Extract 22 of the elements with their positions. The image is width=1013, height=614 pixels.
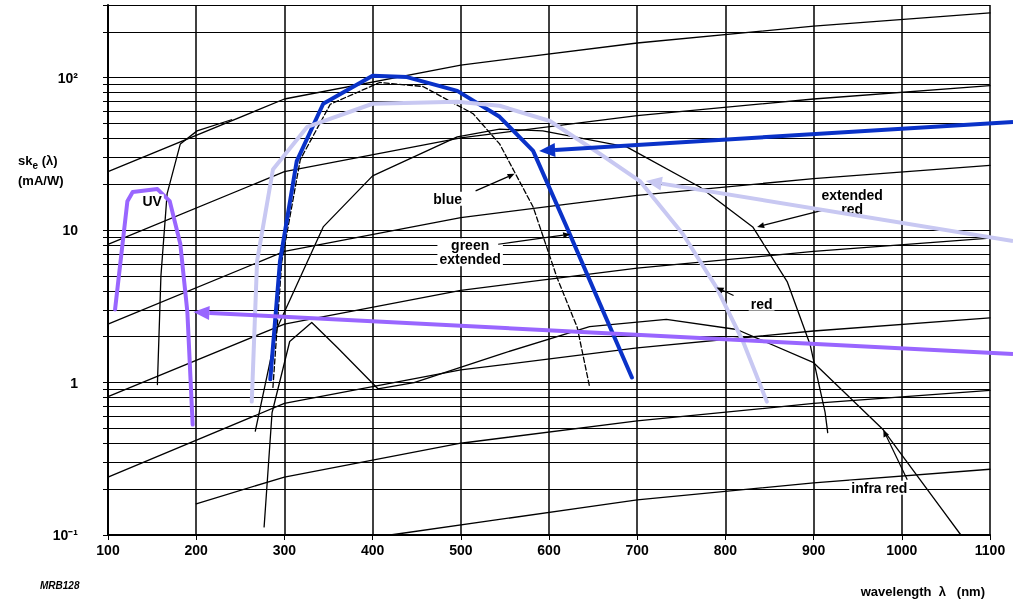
- x-tick-label: 1100: [974, 542, 1006, 558]
- x-tick-label: 400: [360, 542, 385, 558]
- x-tick-label: 200: [184, 542, 209, 558]
- annotation: infra red: [851, 479, 908, 496]
- y-tick-label: 10: [62, 222, 79, 239]
- x-tick-label: 100: [96, 542, 120, 558]
- annotation: blue: [433, 190, 463, 207]
- text: MRB128: [40, 579, 80, 591]
- y-tick-label: 1: [70, 374, 79, 391]
- y-tick-label: 10⁻¹: [52, 527, 79, 543]
- x-tick-label: 300: [272, 542, 297, 558]
- annotation: red: [750, 295, 773, 312]
- x-tick-label: 500: [449, 542, 473, 558]
- x-tick-label: 700: [625, 542, 650, 558]
- annotation: UV: [142, 193, 163, 210]
- x-tick-label: 900: [801, 542, 826, 558]
- y-tick-label: 10²: [57, 69, 79, 86]
- x-tick-label: 600: [537, 542, 561, 558]
- annotation: green extended: [439, 237, 501, 268]
- x-tick-label: 800: [713, 542, 738, 558]
- x-axis-title: wavelength λ (nm): [859, 584, 986, 599]
- x-tick-label: 1000: [886, 542, 918, 558]
